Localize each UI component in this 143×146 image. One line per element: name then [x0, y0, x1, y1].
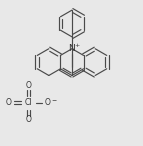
Text: Cl: Cl: [25, 98, 32, 107]
Text: O: O: [25, 115, 31, 124]
Text: O: O: [6, 98, 12, 107]
Text: O: O: [25, 81, 31, 90]
Text: −: −: [51, 97, 57, 102]
Text: N: N: [69, 44, 75, 53]
Text: +: +: [75, 43, 80, 48]
Text: O: O: [44, 98, 50, 107]
